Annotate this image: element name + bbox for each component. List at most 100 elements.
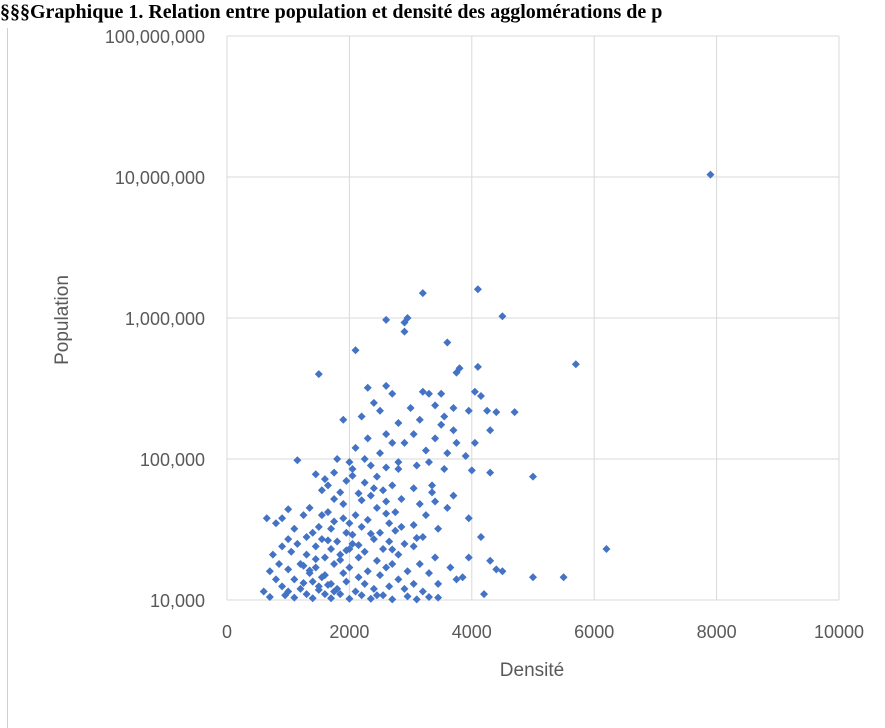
data-point — [443, 449, 451, 457]
data-point — [358, 523, 366, 531]
data-point — [269, 551, 277, 559]
data-point — [431, 434, 439, 442]
data-point — [303, 590, 311, 598]
data-point — [449, 426, 457, 434]
data-point — [437, 390, 445, 398]
data-point — [361, 548, 369, 556]
data-point — [318, 535, 326, 543]
data-point — [382, 510, 390, 518]
data-point — [382, 497, 390, 505]
x-tick-label: 2000 — [329, 622, 369, 642]
y-tick-label: 10,000 — [150, 591, 205, 611]
data-point — [352, 587, 360, 595]
data-point — [290, 575, 298, 583]
data-point — [361, 455, 369, 463]
data-point — [419, 533, 427, 541]
data-point — [272, 575, 280, 583]
scatter-chart: 0 2000 4000 6000 8000 10000 10,000 100,000 1,00… — [0, 0, 885, 713]
data-point — [394, 575, 402, 583]
data-point — [333, 537, 341, 545]
data-point — [572, 360, 580, 368]
data-point — [376, 571, 384, 579]
data-point — [449, 404, 457, 412]
data-point — [318, 486, 326, 494]
data-point — [486, 426, 494, 434]
data-point — [407, 404, 415, 412]
data-point — [300, 511, 308, 519]
data-point — [352, 511, 360, 519]
data-point — [404, 592, 412, 600]
data-point — [560, 573, 568, 581]
data-point — [352, 444, 360, 452]
data-point — [413, 595, 421, 603]
data-point — [339, 569, 347, 577]
data-point — [324, 536, 332, 544]
data-point — [321, 590, 329, 598]
data-point — [309, 529, 317, 537]
data-point — [266, 567, 274, 575]
data-point — [355, 489, 363, 497]
data-point — [397, 523, 405, 531]
data-point — [480, 590, 488, 598]
y-tick-label: 100,000,000 — [105, 27, 205, 47]
data-point — [355, 573, 363, 581]
data-point — [303, 533, 311, 541]
x-tick-label: 4000 — [452, 622, 492, 642]
data-point — [358, 591, 366, 599]
data-point — [419, 388, 427, 396]
data-point — [339, 500, 347, 508]
data-point — [422, 446, 430, 454]
data-point — [376, 449, 384, 457]
data-point — [327, 525, 335, 533]
data-point — [434, 525, 442, 533]
data-point — [358, 413, 366, 421]
data-point — [474, 285, 482, 293]
data-point — [410, 580, 418, 588]
data-point — [382, 316, 390, 324]
x-axis-title: Densité — [500, 660, 564, 681]
data-point — [388, 560, 396, 568]
data-point — [440, 465, 448, 473]
data-point — [385, 519, 393, 527]
data-point — [419, 289, 427, 297]
data-point — [397, 495, 405, 503]
data-point — [376, 407, 384, 415]
y-axis-title: Population — [52, 275, 73, 365]
data-point — [477, 533, 485, 541]
data-point — [382, 564, 390, 572]
x-tick-labels: 0 2000 4000 6000 8000 10000 — [222, 622, 864, 642]
x-tick-label: 6000 — [574, 622, 614, 642]
data-point — [388, 390, 396, 398]
data-point — [410, 542, 418, 550]
data-point — [367, 461, 375, 469]
data-point — [336, 556, 344, 564]
data-point — [287, 548, 295, 556]
data-point — [388, 546, 396, 554]
data-point — [339, 514, 347, 522]
data-point — [416, 500, 424, 508]
data-point — [388, 595, 396, 603]
data-point — [364, 567, 372, 575]
data-point — [385, 537, 393, 545]
data-point — [373, 557, 381, 565]
data-point — [345, 564, 353, 572]
data-point — [345, 519, 353, 527]
data-point — [422, 511, 430, 519]
data-point — [330, 495, 338, 503]
data-point — [367, 595, 375, 603]
data-point — [315, 370, 323, 378]
data-point — [303, 551, 311, 559]
y-tick-label: 1,000,000 — [125, 309, 205, 329]
data-point — [425, 569, 433, 577]
y-tick-label: 10,000,000 — [115, 168, 205, 188]
data-point — [492, 408, 500, 416]
data-point — [453, 439, 461, 447]
x-tick-label: 10000 — [814, 622, 864, 642]
x-tick-label: 0 — [222, 622, 232, 642]
data-point — [309, 594, 317, 602]
data-point — [306, 504, 314, 512]
data-point — [443, 504, 451, 512]
data-point — [529, 473, 537, 481]
data-point — [391, 508, 399, 516]
data-point — [602, 545, 610, 553]
